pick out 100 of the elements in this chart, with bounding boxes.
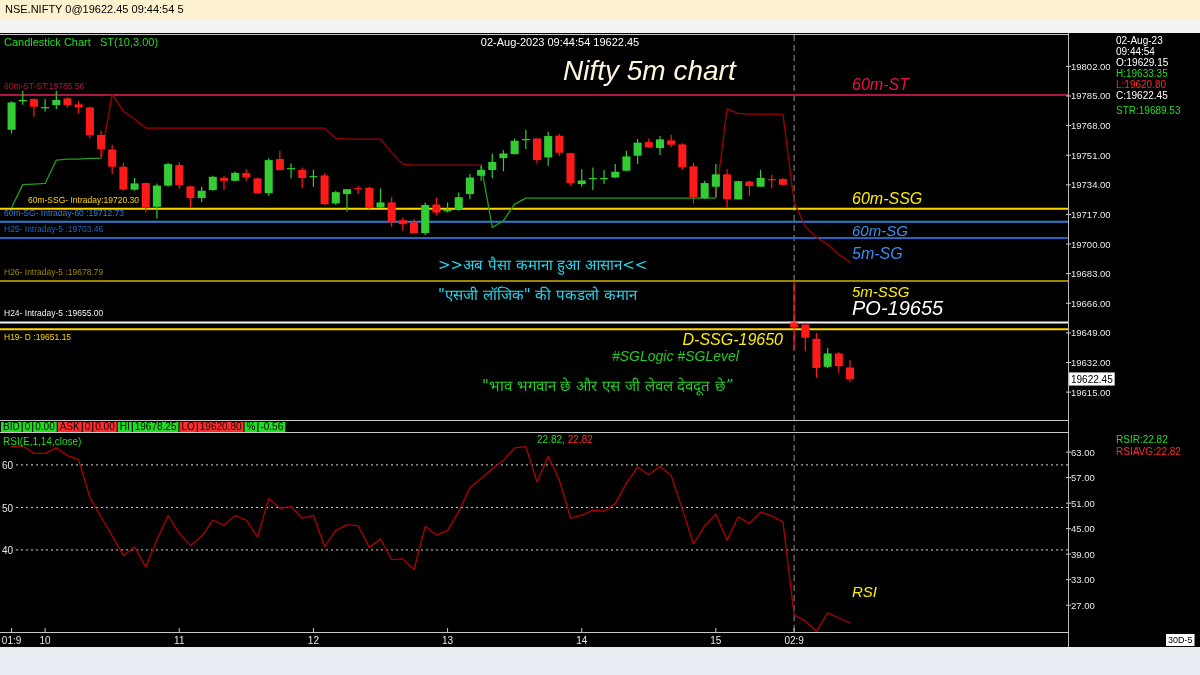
text: STR:19689.53 <box>1116 105 1181 116</box>
text: LO <box>181 421 196 432</box>
text: 30D-5 <box>1168 635 1193 645</box>
candlestick <box>175 161 184 190</box>
annotation: 60m-SSG <box>852 189 923 207</box>
x-tick-label: 13 <box>442 635 454 646</box>
text: 19678.25 <box>134 421 177 432</box>
candlestick <box>700 180 709 200</box>
candlestick <box>376 187 385 209</box>
candlestick <box>477 165 486 182</box>
text: 19620.80 <box>199 421 242 432</box>
candlestick <box>790 281 799 351</box>
text: % <box>246 421 256 432</box>
text: 19622.45 <box>1071 373 1114 385</box>
y2-tick-label: 33.00 <box>1071 574 1095 586</box>
candlestick <box>219 175 229 191</box>
candlestick <box>801 322 810 352</box>
annotation: "भाव भगवान छे और एस जी लेवल देवदूत छे” <box>482 377 734 396</box>
y-tick-label: 19632.00 <box>1071 357 1111 369</box>
text: Nifty 5m chart <box>563 55 737 86</box>
ref-line-label: 60m-SG- Intraday-60 :19712.73 <box>4 207 125 218</box>
ref-line-label: H19- D :19651.15 <box>4 332 72 343</box>
annotation: 22.82 <box>567 434 594 445</box>
x-tick-label: 14 <box>576 635 588 646</box>
text: 02-Aug-23 <box>1116 35 1164 46</box>
candlestick <box>845 359 855 383</box>
candlestick <box>97 130 106 159</box>
candlestick <box>275 150 284 172</box>
annotation: Candlestick Chart <box>4 36 91 48</box>
candlestick <box>488 152 497 179</box>
y2-tick-label: 45.00 <box>1071 523 1095 535</box>
y-tick-label: 19768.00 <box>1071 120 1111 132</box>
text: NSE.NIFTY 0@19622.45 09:44:54 5 <box>5 3 184 15</box>
y-tick-label: 50 <box>2 502 14 514</box>
annotation: D-SSG-19650 <box>682 331 784 349</box>
annotation: ST(10,3.00) <box>100 36 159 48</box>
candlestick <box>119 162 128 192</box>
candlestick <box>387 196 396 228</box>
candlestick <box>398 216 407 232</box>
candlestick <box>711 163 720 198</box>
annotation: RSI <box>852 583 878 600</box>
annotation: 60m-ST <box>852 76 911 93</box>
y-tick-label: 19666.00 <box>1071 297 1111 309</box>
chart-title: RSI(E,1,14,close) <box>3 436 82 447</box>
candlestick <box>834 351 843 374</box>
text: C:19622.45 <box>1116 90 1169 101</box>
candlestick <box>52 90 61 110</box>
candlestick <box>555 133 564 157</box>
y-tick-label: 19649.00 <box>1071 327 1111 339</box>
candlestick <box>454 191 463 212</box>
annotation: PO-19655 <box>852 297 945 320</box>
text: HI <box>119 421 130 432</box>
text: 0.00 <box>95 421 116 432</box>
candlestick <box>678 142 687 171</box>
text: RSIR:22.82 <box>1116 434 1169 445</box>
y2-tick-label: 63.00 <box>1071 446 1095 458</box>
text: H:19633.35 <box>1116 68 1169 79</box>
text: -0.56 <box>260 421 284 432</box>
text: ASK <box>59 421 81 432</box>
ref-line-label: 60m-ST-ST:19785.56 <box>4 81 85 91</box>
y-tick-label: 40 <box>2 545 14 557</box>
candlestick <box>499 149 508 172</box>
candlestick <box>342 188 351 213</box>
x-tick-label: 01:9 <box>1 635 22 646</box>
candlestick <box>365 185 374 210</box>
y2-tick-label: 39.00 <box>1071 548 1095 560</box>
text: L:19620.80 <box>1116 79 1167 90</box>
candlestick <box>164 162 173 188</box>
y-tick-label: 19751.00 <box>1071 149 1111 161</box>
y-tick-label: 19717.00 <box>1071 208 1111 220</box>
text: 0 <box>24 421 31 432</box>
annotation: "एसजी लॉजिक" की पकडलो कमान <box>438 286 638 304</box>
candlestick <box>655 135 664 156</box>
candlestick <box>532 137 542 164</box>
annotation: 22.82, <box>537 434 565 445</box>
x-tick-label: 15 <box>710 635 722 646</box>
y-tick-label: 19683.00 <box>1071 268 1111 280</box>
y2-tick-label: 51.00 <box>1071 497 1095 509</box>
x-tick-label: 02:9 <box>784 635 805 646</box>
candlestick <box>298 166 307 189</box>
candlestick <box>823 347 832 369</box>
annotation: 5m-SSG <box>852 283 910 300</box>
y-tick-label: 19615.00 <box>1071 386 1111 398</box>
text: RSIAVG:22.82 <box>1116 446 1182 457</box>
y-tick-label: 19785.00 <box>1071 90 1111 102</box>
y-tick-label: 19700.00 <box>1071 238 1111 250</box>
text: O:19629.15 <box>1116 57 1169 68</box>
ref-line-label: H25- Intraday-5 :19703.46 <box>4 224 104 235</box>
text: 09:44:54 <box>1116 46 1156 57</box>
y-tick-label: 19802.00 <box>1071 60 1111 72</box>
text: 0 <box>84 421 91 432</box>
y-tick-label: 19734.00 <box>1071 179 1111 191</box>
x-tick-label: 12 <box>307 635 320 646</box>
ref-line-label: H26- Intraday-5 :19678.79 <box>4 267 104 277</box>
y2-tick-label: 57.00 <box>1071 472 1095 484</box>
annotation: 5m-SG <box>852 245 903 263</box>
ref-line-label: 60m-SSG- Intraday:19720.30 <box>28 194 140 205</box>
candlestick <box>152 182 161 220</box>
text: BID <box>3 421 20 432</box>
x-tick-label: 10 <box>39 635 52 646</box>
